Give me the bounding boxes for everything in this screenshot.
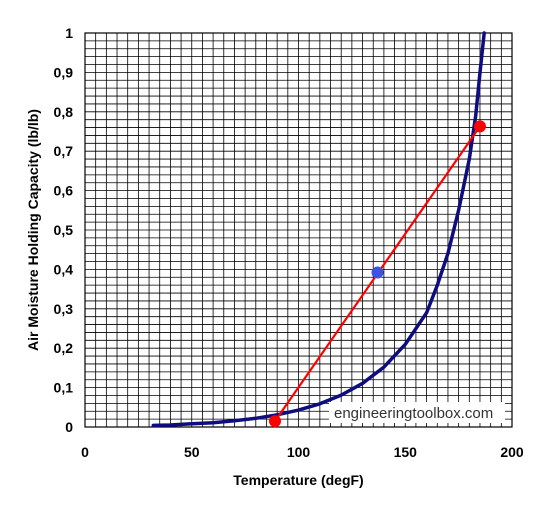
y-tick-label: 0,4 xyxy=(54,261,74,277)
watermark-background xyxy=(329,402,505,423)
grid xyxy=(84,32,513,428)
y-tick-label: 0,3 xyxy=(54,301,74,317)
moisture-capacity-curve xyxy=(151,31,486,428)
y-tick-label: 0,2 xyxy=(54,340,74,356)
x-tick-label: 50 xyxy=(184,444,200,460)
watermark: engineeringtoolbox.com xyxy=(329,402,505,423)
plot-frame xyxy=(84,32,513,428)
y-tick-label: 0,6 xyxy=(54,183,74,199)
y-tick-label: 1 xyxy=(65,25,73,41)
tick-labels: 0 50 100 150 200 0 0,1 0,2 0,3 0,4 0,5 0,6 0,7 0,8 0,9… xyxy=(54,25,524,460)
y-tick-label: 0 xyxy=(65,419,73,435)
y-tick-label: 0,9 xyxy=(54,64,74,80)
data-point-marker xyxy=(269,415,282,428)
x-tick-label: 0 xyxy=(81,444,89,460)
x-tick-label: 200 xyxy=(500,444,524,460)
y-axis-title: Air Moisture Holding Capacity (lb/lb) xyxy=(25,109,41,351)
y-tick-label: 0,5 xyxy=(54,222,74,238)
series-group xyxy=(151,31,486,428)
watermark-text: engineeringtoolbox.com xyxy=(334,405,493,422)
x-tick-label: 100 xyxy=(287,444,311,460)
y-tick-label: 0,8 xyxy=(54,104,74,120)
y-tick-label: 0,7 xyxy=(54,143,74,159)
data-point-marker xyxy=(473,120,486,133)
x-axis-title: Temperature (degF) xyxy=(233,472,363,488)
x-tick-label: 150 xyxy=(394,444,418,460)
data-point-marker xyxy=(371,266,384,279)
y-tick-label: 0,1 xyxy=(54,380,74,396)
